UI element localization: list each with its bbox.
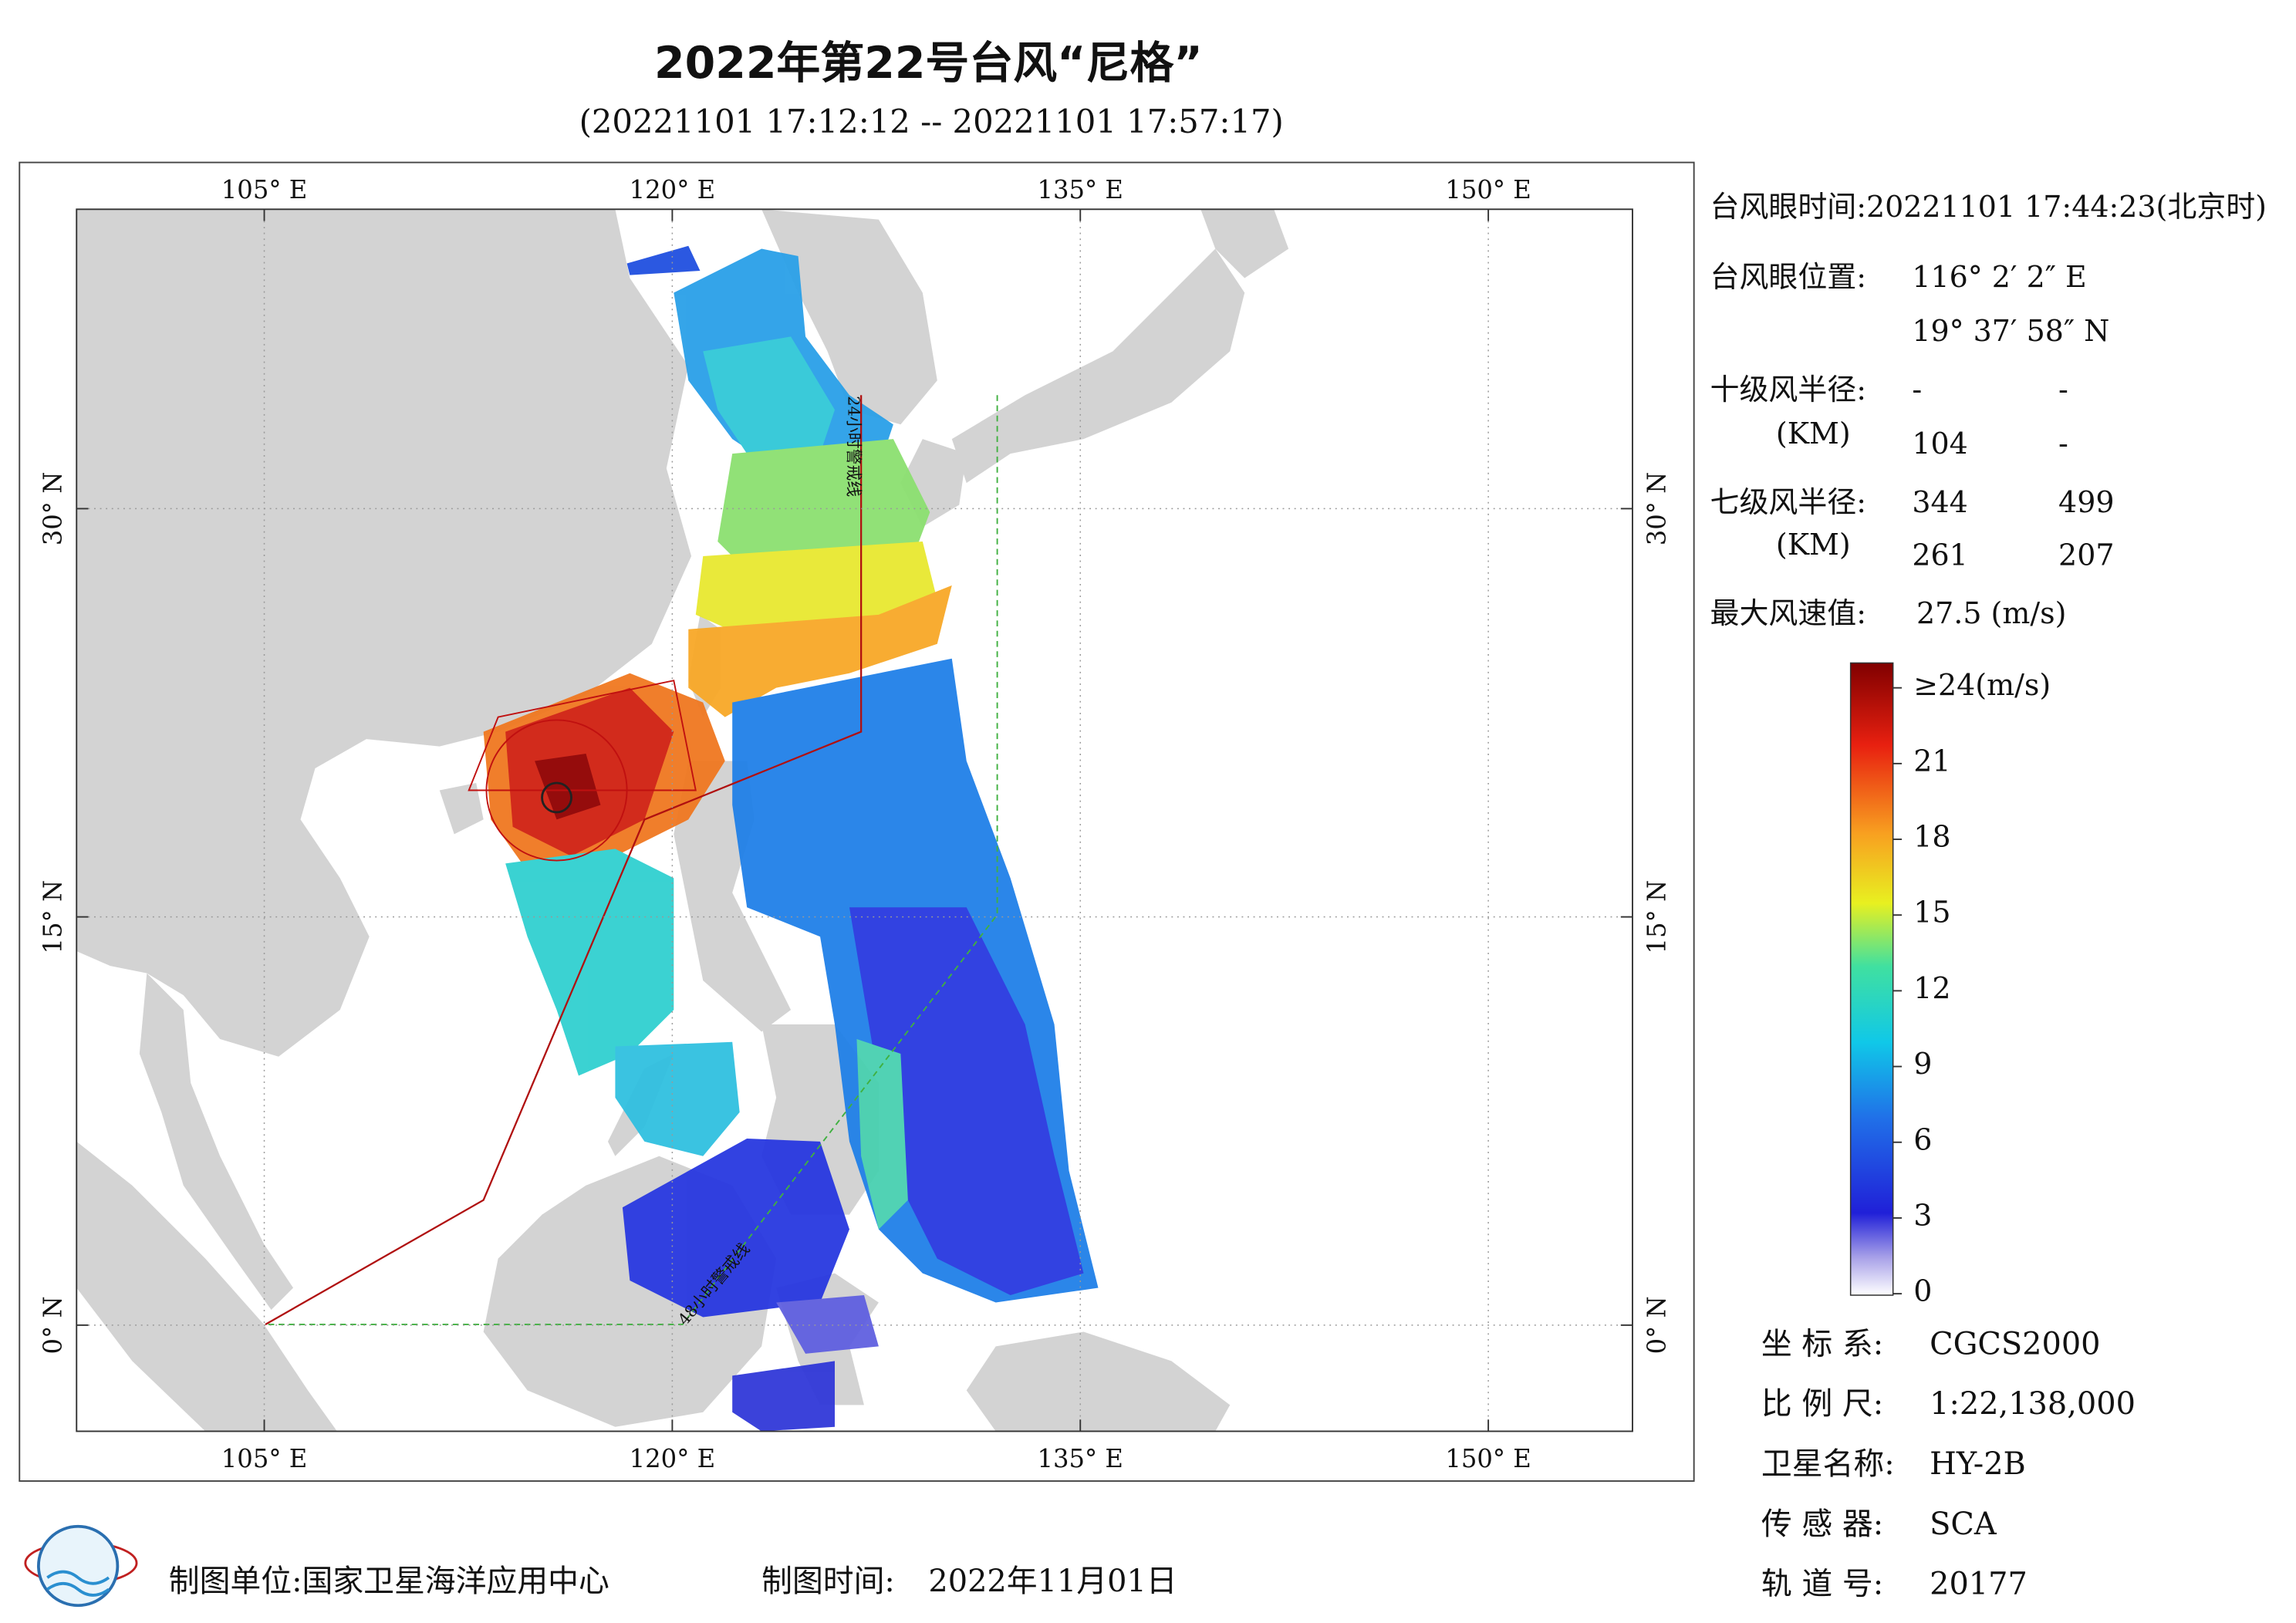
typhoon-quadrant: [468, 680, 697, 791]
colorbar: [1849, 662, 1894, 1296]
meta-label: 卫星名称:: [1761, 1446, 1895, 1482]
colorbar-label: 21: [1913, 744, 1950, 778]
mainland: [76, 209, 692, 1057]
japan-honshu: [951, 248, 1245, 484]
footer-time-value: 2022年11月01日: [928, 1564, 1177, 1599]
lat-label: 0° N: [38, 1296, 67, 1354]
r7-value: 499: [2058, 485, 2114, 519]
r10-value: 104: [1912, 427, 1967, 461]
wind-region: [505, 849, 674, 1076]
logo-globe: [37, 1524, 120, 1608]
r10-value: -: [2058, 427, 2068, 461]
eye-lon: 116° 2′ 2″ E: [1912, 260, 2086, 294]
r10-label: 十级风半径:: [1710, 373, 1866, 407]
r7-value: 344: [1912, 485, 1967, 519]
meta-value: CGCS2000: [1930, 1326, 2100, 1361]
r7-label: 七级风半径:: [1710, 485, 1866, 519]
wind-region: [849, 907, 1084, 1296]
meta-label: 传 感 器:: [1761, 1507, 1883, 1542]
lon-label: 120° E: [630, 1444, 715, 1473]
lon-label: 150° E: [1445, 175, 1531, 204]
vmax-value: 27.5 (m/s): [1916, 596, 2066, 630]
hainan: [439, 783, 484, 835]
sumatra: [76, 1141, 337, 1432]
meta-label: 坐 标 系:: [1761, 1326, 1883, 1361]
warning-line-24h: [265, 395, 863, 1325]
lat-label: 30° N: [1643, 472, 1672, 546]
lon-label: 120° E: [630, 175, 715, 204]
footer-unit: 制图单位:国家卫星海洋应用中心: [169, 1564, 609, 1599]
lon-label: 135° E: [1038, 175, 1123, 204]
title: 2022年第22号台风“尼格”: [654, 38, 1203, 89]
map-frame: [76, 208, 1633, 1432]
wind-region: [688, 585, 952, 717]
colorbar-label: 15: [1913, 896, 1950, 930]
colorbar-label: 9: [1913, 1047, 1932, 1081]
lon-label: 150° E: [1445, 1444, 1531, 1473]
colorbar-label: 18: [1913, 820, 1950, 854]
colorbar-ticks: ≥24(m/s) 21 18 15 12 9 6 3 0: [1893, 668, 2051, 1308]
lon-label: 135° E: [1038, 1444, 1123, 1473]
r7-unit: (KM): [1776, 528, 1851, 562]
malay-peninsula: [139, 973, 294, 1310]
colorbar-label: ≥24(m/s): [1913, 668, 2051, 702]
wind-region: [615, 1041, 740, 1156]
lon-label: 105° E: [221, 175, 307, 204]
japan-north: [1200, 209, 1289, 278]
korea: [761, 209, 937, 425]
map-area: 24小时警戒线 48小时警戒线: [76, 209, 1633, 1432]
r10-unit: (KM): [1776, 417, 1851, 450]
subtitle: (20221101 17:12:12 -- 20221101 17:57:17): [579, 103, 1284, 140]
lat-label: 0° N: [1643, 1296, 1672, 1354]
luzon: [674, 761, 792, 1032]
info-panel: 台风眼时间:20221101 17:44:23(北京时) 台风眼位置: 116°…: [1710, 190, 2267, 630]
colorbar-label: 12: [1913, 971, 1950, 1005]
footer-time-label: 制图时间:: [761, 1564, 895, 1599]
warning-lines: [265, 395, 998, 1325]
wind-region: [776, 1295, 879, 1354]
colorbar-label: 3: [1913, 1198, 1932, 1232]
meta-value: 1:22,138,000: [1930, 1386, 2136, 1422]
eye-lat: 19° 37′ 58″ N: [1912, 314, 2109, 348]
wind-region: [703, 336, 835, 454]
wind-region: [732, 1361, 835, 1432]
eye-time: 台风眼时间:20221101 17:44:23(北京时): [1710, 190, 2267, 224]
meta-value: HY-2B: [1930, 1446, 2026, 1482]
meta-label: 比 例 尺:: [1761, 1386, 1883, 1422]
r7-value: 261: [1912, 538, 1967, 572]
vmax-label: 最大风速值:: [1710, 596, 1866, 630]
colorbar-label: 0: [1913, 1274, 1932, 1308]
lat-label: 15° N: [38, 880, 67, 954]
r10-value: -: [1912, 373, 1922, 407]
logo-waves: [46, 1570, 110, 1597]
eye-pos-label: 台风眼位置:: [1710, 260, 1866, 294]
wind-region: [856, 1039, 908, 1230]
wind-region: [626, 245, 701, 275]
lat-label: 15° N: [1643, 880, 1672, 954]
line-label-24h: 24小时警戒线: [844, 396, 863, 497]
wind-field: [483, 245, 1099, 1432]
meta-label: 轨 道 号:: [1761, 1567, 1883, 1602]
lat-label: 30° N: [38, 472, 67, 546]
map-panel: [19, 161, 1695, 1482]
typhoon-eye: [541, 781, 572, 814]
meta-value: 20177: [1930, 1567, 2028, 1602]
logo: [24, 1524, 138, 1608]
wind-region: [622, 1139, 849, 1318]
map-axes: 105° E 105° E 120° E 120° E 135° E 135° E 150°…: [38, 175, 1671, 1473]
meta-panel: 坐 标 系: CGCS2000 比 例 尺: 1:22,138,000 卫星名称: HY-…: [1761, 1326, 2136, 1601]
warning-line-48h: [265, 395, 998, 1325]
new-guinea: [966, 1331, 1231, 1432]
typhoon-radius: [485, 719, 628, 862]
colorbar-label: 6: [1913, 1122, 1932, 1156]
lon-label: 105° E: [221, 1444, 307, 1473]
r10-value: -: [2058, 373, 2068, 407]
r7-value: 207: [2058, 538, 2114, 572]
meta-value: SCA: [1930, 1507, 1997, 1542]
